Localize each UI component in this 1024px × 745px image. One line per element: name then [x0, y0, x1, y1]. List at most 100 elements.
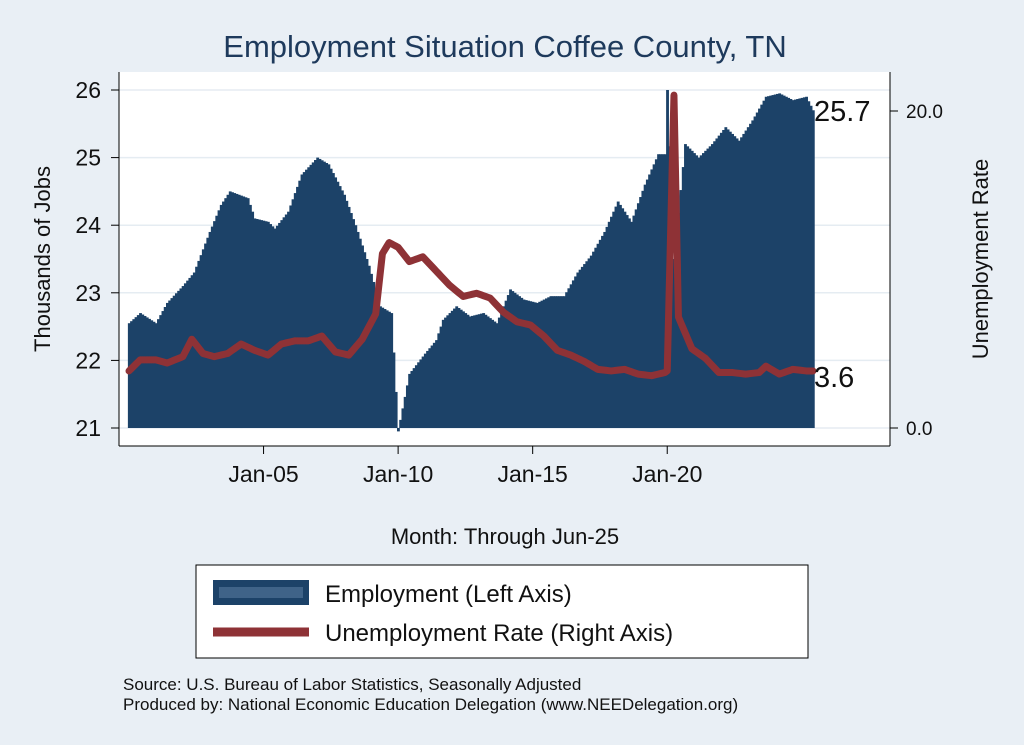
employment-bar: [771, 95, 775, 428]
employment-bar: [630, 221, 634, 428]
employment-bar: [661, 154, 665, 428]
employment-bar: [500, 311, 503, 428]
employment-bar: [235, 193, 239, 428]
employment-bar: [549, 296, 553, 428]
employment-bar: [614, 206, 618, 428]
unemployment-end-label: 3.6: [814, 362, 854, 394]
employment-bar: [522, 299, 526, 428]
employment-bar: [699, 155, 703, 428]
employment-bar: [811, 110, 815, 428]
employment-series: [127, 90, 815, 432]
employment-bar: [132, 319, 136, 428]
employment-bar: [244, 197, 248, 428]
employment-bar: [704, 150, 708, 428]
employment-bar: [269, 224, 272, 428]
employment-bar: [701, 153, 705, 428]
employment-bar: [558, 296, 562, 428]
employment-bar: [493, 321, 497, 428]
employment-bar: [562, 296, 566, 428]
employment-bar: [143, 315, 147, 428]
employment-bar: [623, 211, 627, 428]
employment-bar: [672, 259, 676, 428]
employment-bar: [316, 157, 320, 428]
employment-bar: [127, 323, 131, 428]
employment-bar: [459, 309, 463, 428]
employment-bar: [439, 326, 443, 428]
employment-bar: [446, 315, 450, 428]
employment-bar: [583, 264, 586, 428]
employment-bar: [450, 310, 454, 428]
employment-bar: [401, 408, 405, 428]
employment-bar: [314, 160, 317, 428]
employment-bar: [632, 215, 636, 428]
employment-bar: [515, 294, 519, 428]
employment-bar: [787, 97, 791, 428]
employment-bar: [524, 300, 528, 428]
employment-bar: [210, 226, 214, 428]
employment-bar: [327, 164, 331, 429]
employment-bar: [430, 345, 434, 428]
employment-bar: [405, 385, 409, 428]
producer-note: Produced by: National Economic Education…: [123, 695, 738, 714]
employment-bar: [556, 296, 560, 428]
x-axis-label: Month: Through Jun-25: [391, 524, 619, 549]
employment-bar: [284, 214, 288, 428]
employment-bar: [693, 153, 696, 428]
employment-bar: [291, 199, 295, 428]
employment-bar: [192, 272, 196, 428]
employment-bar: [282, 217, 286, 428]
employment-bar: [531, 301, 535, 428]
employment-bar: [260, 220, 264, 428]
employment-bar: [226, 194, 230, 428]
employment-bar: [157, 319, 160, 428]
employment-bar: [248, 204, 252, 428]
employment-bar: [589, 255, 593, 428]
employment-bar: [188, 277, 192, 428]
x-axis-ticks: Jan-05 Jan-10 Jan-15 Jan-20: [228, 446, 702, 487]
employment-bar: [722, 130, 726, 428]
employment-bar: [652, 164, 656, 429]
left-tick-label: 26: [75, 77, 101, 103]
employment-bar: [408, 373, 412, 428]
x-tick-label: Jan-15: [498, 461, 568, 487]
employment-bar: [457, 308, 461, 428]
employment-bar: [686, 146, 690, 428]
employment-bar: [343, 194, 347, 428]
employment-bar: [547, 297, 551, 428]
employment-bar: [645, 179, 649, 428]
employment-bar: [710, 144, 714, 428]
employment-bar: [345, 200, 349, 428]
employment-bar: [139, 313, 142, 428]
employment-bar: [190, 275, 194, 428]
employment-bar: [737, 140, 741, 428]
employment-bar: [222, 201, 225, 428]
chart-title: Employment Situation Coffee County, TN: [223, 29, 786, 64]
employment-bar: [491, 319, 495, 428]
employment-bar: [607, 221, 611, 428]
employment-bar: [141, 314, 145, 428]
left-tick-label: 22: [75, 347, 101, 373]
employment-bar: [654, 159, 658, 429]
x-tick-label: Jan-05: [228, 461, 298, 487]
employment-bar: [462, 311, 465, 428]
employment-bar: [305, 169, 308, 429]
employment-bar: [641, 190, 645, 428]
employment-bar: [758, 108, 761, 428]
employment-bar: [231, 192, 234, 428]
employment-end-label: 25.7: [814, 96, 870, 128]
employment-bar: [789, 99, 793, 428]
employment-bar: [296, 186, 299, 428]
legend-unemployment-label: Unemployment Rate (Right Axis): [325, 620, 673, 647]
employment-bar: [773, 94, 777, 428]
employment-bar: [428, 348, 432, 428]
legend-employment-label: Employment (Left Axis): [325, 581, 572, 608]
employment-bar: [713, 141, 717, 428]
y-axis-right-label: Unemployment Rate: [968, 159, 993, 360]
employment-bar: [648, 174, 652, 428]
employment-bar: [616, 201, 620, 428]
employment-bar: [580, 266, 584, 428]
employment-bar: [410, 371, 414, 428]
employment-bar: [746, 127, 750, 429]
employment-bar: [796, 99, 800, 428]
